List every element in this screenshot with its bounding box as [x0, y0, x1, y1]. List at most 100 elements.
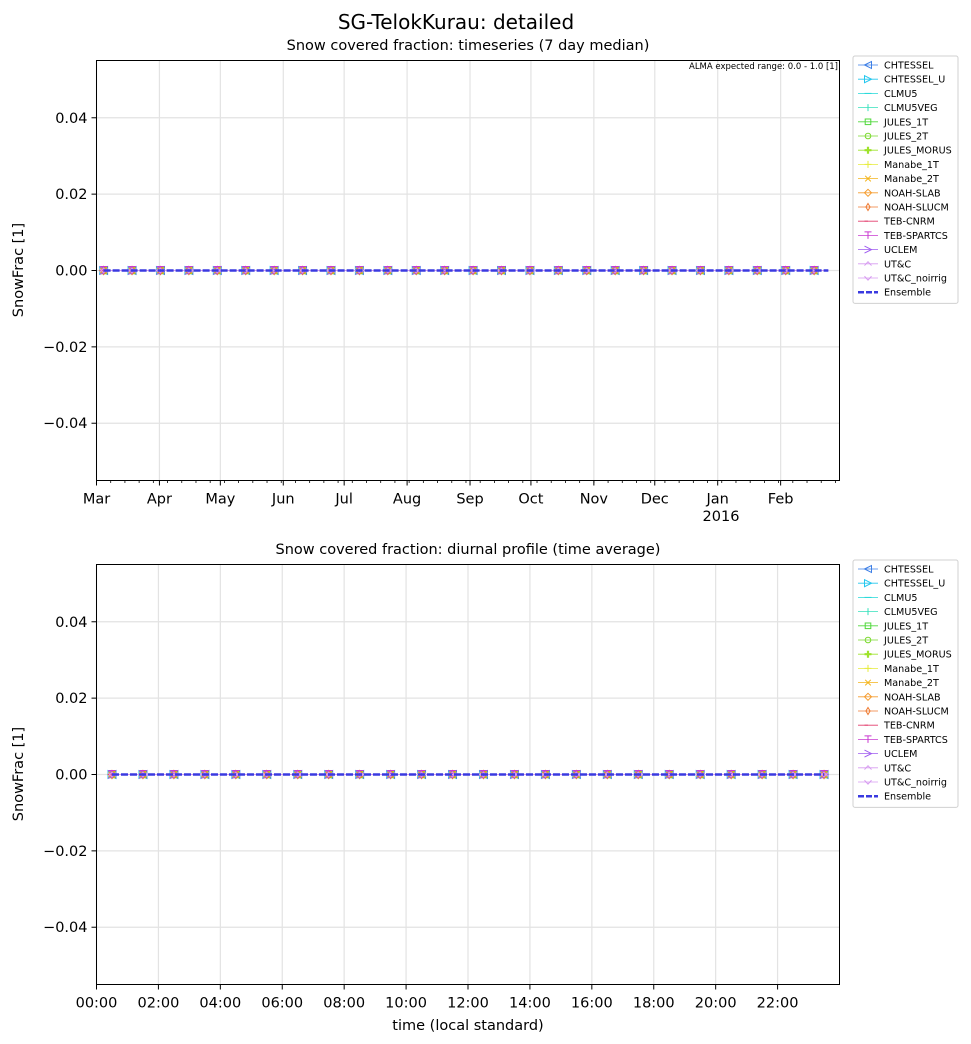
timeseries-ytick-label: −0.02 [43, 340, 87, 356]
diurnal-legend-label-ut-c-noirrig: UT&C_noirrig [884, 778, 947, 789]
diurnal-xtick-label: 18:00 [633, 996, 675, 1012]
timeseries-xtick-label: Feb [768, 492, 794, 508]
diurnal-legend-label-teb-spartcs: TEB-SPARTCS [883, 735, 948, 746]
diurnal-x-ticks: 00:00 02:00 04:00 06:00 08:00 10:00 12:00 14:00… [76, 984, 799, 1012]
timeseries-ytick-label: −0.04 [43, 416, 87, 432]
diurnal-ytick-label: 0.04 [55, 615, 87, 631]
diurnal-legend-label-manabe-2t: Manabe_2T [884, 678, 939, 689]
diurnal-legend-label-noah-slab: NOAH-SLAB [884, 692, 941, 703]
timeseries-legend-label-chtessel-u: CHTESSEL_U [884, 75, 945, 86]
diurnal-legend-label-clmu5veg: CLMU5VEG [884, 607, 938, 618]
diurnal-xtick-label: 10:00 [385, 996, 427, 1012]
diurnal-legend-marker-chtessel-u [864, 578, 873, 588]
timeseries-xtick-label: Jul [334, 492, 353, 508]
diurnal-ytick-label: −0.04 [43, 920, 87, 936]
diurnal-legend-marker-chtessel [863, 564, 872, 574]
diurnal-legend-label-jules-morus: JULES_MORUS [883, 650, 952, 661]
timeseries-ytick-label: 0.00 [55, 264, 87, 280]
timeseries-legend: CHTESSEL CHTESSEL_U CLMU5 CLMU5VEG JULES_1T J… [852, 55, 959, 304]
diurnal-ylabel: SnowFrac [1] [11, 727, 27, 821]
diurnal-chart: Snow covered fraction: diurnal profile (… [11, 542, 959, 1034]
timeseries-legend-box [852, 55, 959, 304]
diurnal-xtick-label: 00:00 [76, 996, 118, 1012]
timeseries-xtick-label: May [205, 492, 235, 508]
timeseries-legend-label-teb-cnrm: TEB-CNRM [883, 217, 935, 228]
timeseries-legend-label-clmu5veg: CLMU5VEG [884, 103, 938, 114]
timeseries-legend-label-ut-c-noirrig: UT&C_noirrig [884, 274, 947, 285]
diurnal-series [106, 769, 830, 780]
timeseries-ytick-label: 0.04 [55, 111, 87, 127]
timeseries-legend-label-ensemble: Ensemble [884, 288, 931, 299]
diurnal-legend-marker-uclem [864, 749, 873, 758]
diurnal-legend-marker-noah-slab [863, 692, 873, 702]
diurnal-xtick-label: 22:00 [757, 996, 799, 1012]
timeseries-legend-label-jules-1t: JULES_1T [883, 117, 928, 128]
timeseries-legend-marker-manabe-1t [864, 160, 872, 168]
diurnal-legend-label-manabe-1t: Manabe_1T [884, 664, 939, 675]
diurnal-legend-marker-ut-c-noirrig [864, 779, 872, 785]
diurnal-legend-label-chtessel-u: CHTESSEL_U [884, 579, 945, 590]
diurnal-xtick-label: 02:00 [138, 996, 180, 1012]
timeseries-legend-label-manabe-2t: Manabe_2T [884, 174, 939, 185]
timeseries-xtick-label: Mar [83, 492, 110, 508]
diurnal-legend-marker-teb-spartcs [864, 735, 872, 743]
diurnal-legend-label-chtessel: CHTESSEL [884, 565, 934, 576]
diurnal-xtick-label: 16:00 [571, 996, 613, 1012]
diurnal-legend-marker-jules-morus [864, 650, 872, 658]
diurnal-legend-box [852, 559, 959, 808]
diurnal-legend-marker-jules-2t [864, 636, 872, 644]
timeseries-x-ticks: Mar Apr May Jun Jul Aug Sep Oct Nov Dec Jan Feb [83, 480, 836, 508]
timeseries-ytick-label: 0.02 [55, 187, 87, 203]
timeseries-xtick-label: Oct [518, 492, 543, 508]
timeseries-legend-marker-jules-1t [864, 118, 872, 126]
timeseries-legend-marker-chtessel-u [864, 74, 873, 84]
diurnal-point-uclem [819, 770, 830, 779]
timeseries-xtick-label: Dec [641, 492, 669, 508]
timeseries-legend-label-noah-slab: NOAH-SLAB [884, 188, 941, 199]
diurnal-legend-label-ut-c: UT&C [884, 763, 911, 774]
timeseries-title: Snow covered fraction: timeseries (7 day… [287, 38, 650, 54]
diurnal-legend-marker-manabe-1t [864, 664, 872, 672]
diurnal-legend-label-ensemble: Ensemble [884, 792, 931, 803]
timeseries-legend-label-jules-morus: JULES_MORUS [883, 146, 952, 157]
diurnal-xtick-label: 14:00 [509, 996, 551, 1012]
timeseries-legend-label-noah-slucm: NOAH-SLUCM [884, 203, 949, 214]
diurnal-legend-label-uclem: UCLEM [884, 749, 917, 760]
timeseries-legend-marker-uclem [864, 245, 873, 254]
timeseries-xtick-label: Jan [706, 492, 729, 508]
timeseries-legend-marker-manabe-2t [864, 175, 872, 182]
timeseries-xtick-label: Sep [456, 492, 483, 508]
diurnal-legend-label-teb-cnrm: TEB-CNRM [883, 721, 935, 732]
diurnal-legend-label-jules-2t: JULES_2T [883, 636, 928, 647]
timeseries-legend-marker-jules-morus [864, 146, 872, 154]
timeseries-xtick-label: Aug [393, 492, 421, 508]
timeseries-legend-label-manabe-1t: Manabe_1T [884, 160, 939, 171]
diurnal-legend-marker-noah-slucm [865, 706, 871, 716]
timeseries-xtick-label: Nov [580, 492, 609, 508]
timeseries-year-label: 2016 [703, 509, 740, 525]
timeseries-legend-marker-chtessel [863, 60, 872, 70]
timeseries-legend-label-ut-c: UT&C [884, 259, 911, 270]
diurnal-ytick-label: 0.02 [55, 691, 87, 707]
timeseries-annotation: ALMA expected range: 0.0 - 1.0 [1] [689, 62, 838, 72]
timeseries-xtick-label: Apr [147, 492, 172, 508]
diurnal-legend-marker-ut-c [864, 764, 872, 770]
diurnal-xtick-label: 06:00 [261, 996, 303, 1012]
timeseries-legend-marker-ut-c-noirrig [864, 275, 872, 281]
diurnal-legend-label-jules-1t: JULES_1T [883, 621, 928, 632]
timeseries-series [98, 265, 829, 276]
timeseries-legend-label-chtessel: CHTESSEL [884, 61, 934, 72]
diurnal-ytick-label: 0.00 [55, 768, 87, 784]
diurnal-y-ticks: −0.04 −0.02 0.00 0.02 0.04 [43, 615, 97, 936]
diurnal-legend-label-clmu5: CLMU5 [884, 593, 917, 604]
timeseries-legend-label-teb-spartcs: TEB-SPARTCS [883, 231, 948, 242]
diurnal-legend-marker-jules-1t [864, 622, 872, 630]
timeseries-legend-marker-ut-c [864, 260, 872, 266]
timeseries-legend-marker-jules-2t [864, 132, 872, 140]
diurnal-xtick-label: 04:00 [199, 996, 241, 1012]
timeseries-legend-marker-noah-slab [863, 188, 873, 198]
diurnal-legend-marker-manabe-2t [864, 679, 872, 686]
timeseries-legend-marker-noah-slucm [865, 202, 871, 212]
diurnal-legend-label-noah-slucm: NOAH-SLUCM [884, 707, 949, 718]
